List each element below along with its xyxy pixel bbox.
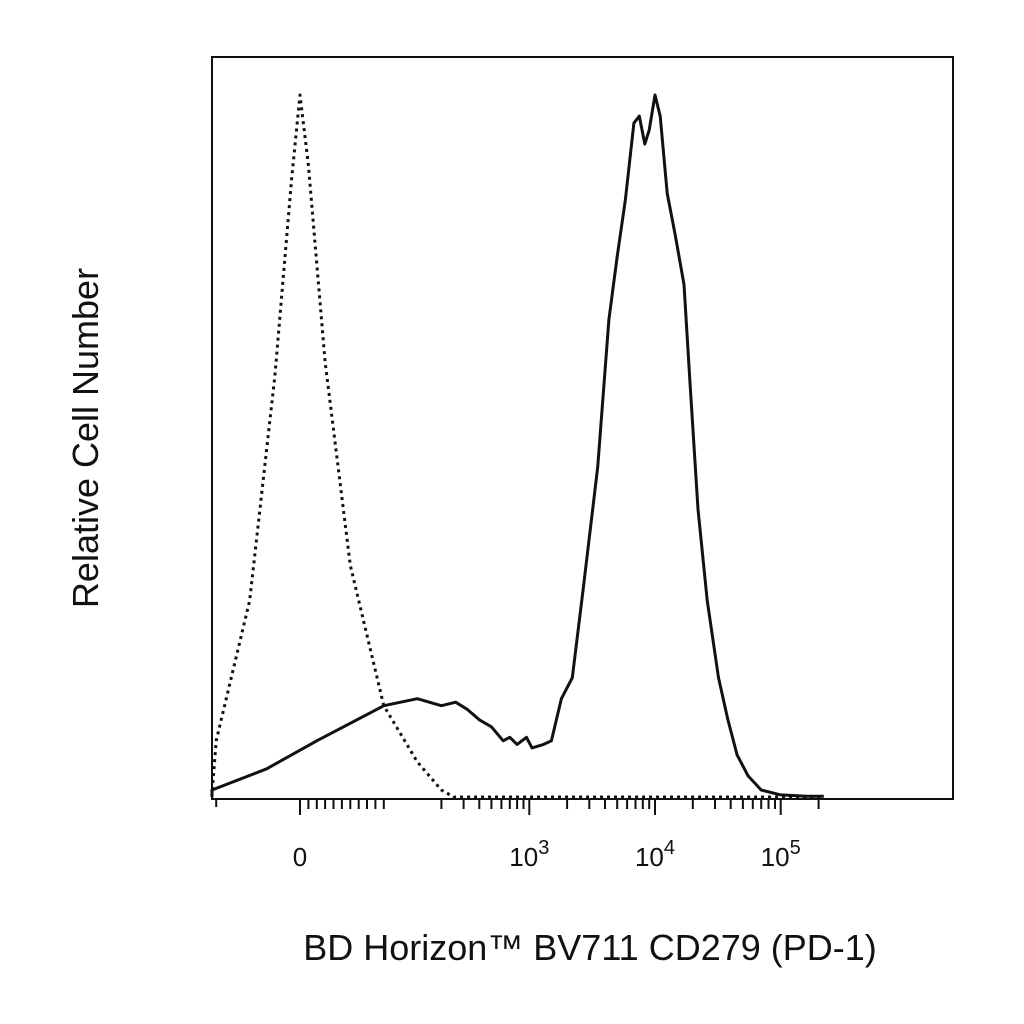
stained-sample-curve xyxy=(210,93,824,798)
x-tick-label: 105 xyxy=(761,837,801,872)
isotype-control-curve xyxy=(210,93,824,799)
plot-frame xyxy=(211,56,954,800)
x-tick-label: 103 xyxy=(509,837,549,872)
x-tick-label: 104 xyxy=(635,837,675,872)
x-axis-ticks xyxy=(215,799,820,815)
y-axis-label: Relative Cell Number xyxy=(65,268,106,608)
x-axis-label: BD Horizon™ BV711 CD279 (PD-1) xyxy=(303,927,877,968)
x-axis-tick-labels: 0 103 104 105 xyxy=(293,837,801,872)
x-tick-label: 0 xyxy=(293,842,307,872)
series-layer xyxy=(210,93,824,799)
